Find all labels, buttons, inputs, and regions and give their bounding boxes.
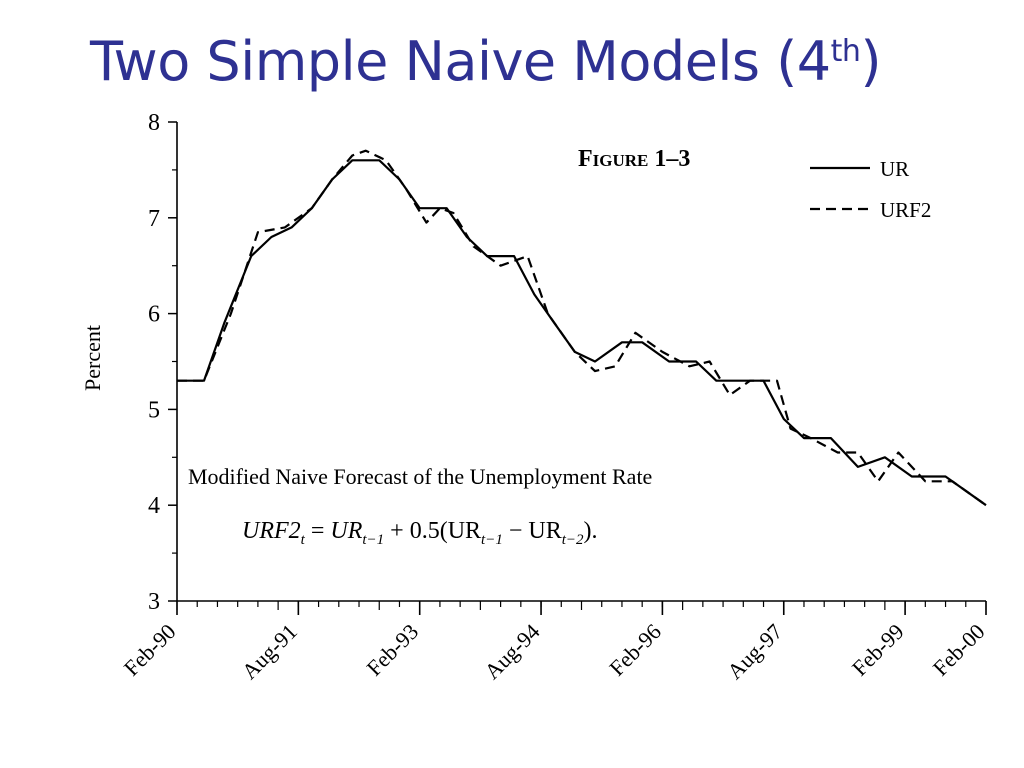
annotation-formula: URF2t = URt−1 + 0.5(URt−1 − URt−2). <box>242 518 598 548</box>
y-tick-label: 8 <box>148 110 160 136</box>
y-tick-label: 4 <box>148 493 160 519</box>
y-axis-ticks: 3 4 5 6 7 8 <box>148 110 177 615</box>
slide-title-superscript: th <box>830 34 861 69</box>
x-tick-label: Feb-90 <box>119 619 181 681</box>
x-tick-label: Feb-96 <box>604 619 666 681</box>
figure-label: Figure 1–3 <box>578 146 690 172</box>
slide-title: Two Simple Naive Models (4th) <box>90 30 882 93</box>
legend-label-urf2: URF2 <box>880 198 931 222</box>
x-tick-label: Aug-91 <box>237 619 302 684</box>
x-tick-label: Aug-94 <box>479 619 544 684</box>
legend-label-ur: UR <box>880 157 909 181</box>
annotation-backdrop <box>182 455 814 495</box>
y-tick-label: 7 <box>148 206 160 232</box>
y-tick-label: 5 <box>148 397 160 423</box>
series-line-urf2 <box>177 149 987 507</box>
x-tick-label: Aug-97 <box>722 619 787 684</box>
series-line-ur <box>177 159 987 507</box>
slide-title-end: ) <box>860 30 882 93</box>
x-tick-label: Feb-93 <box>361 619 423 681</box>
y-tick-label: 3 <box>148 589 160 615</box>
y-tick-label: 6 <box>148 302 160 328</box>
x-axis-ticks: Feb-90 Aug-91 Feb-93 Aug-94 Feb-96 Aug-97 Feb-… <box>119 601 990 684</box>
slide-title-main: Two Simple Naive Models (4 <box>90 30 831 93</box>
annotation-title: Modified Naive Forecast of the Unemploym… <box>188 464 652 489</box>
x-tick-label: Feb-99 <box>847 619 909 681</box>
x-tick-label: Feb-00 <box>928 619 990 681</box>
legend: UR URF2 <box>810 157 931 222</box>
y-axis-label: Percent <box>80 325 105 391</box>
series-layer <box>177 149 987 507</box>
